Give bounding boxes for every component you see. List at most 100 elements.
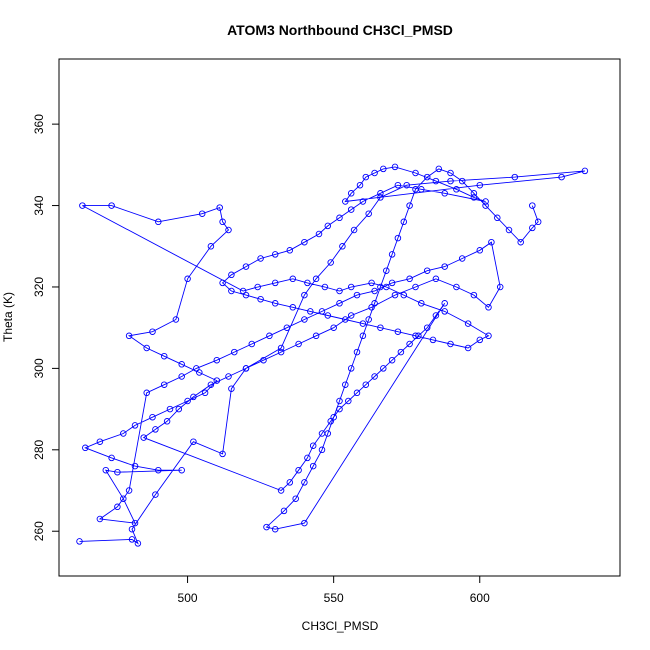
data-point bbox=[441, 190, 448, 197]
data-point bbox=[397, 348, 405, 356]
data-point bbox=[277, 348, 285, 356]
data-point bbox=[330, 413, 337, 421]
data-point bbox=[312, 275, 320, 283]
data-point bbox=[470, 291, 478, 299]
y-tick-label: 300 bbox=[32, 358, 46, 378]
data-point bbox=[260, 356, 267, 364]
data-point bbox=[359, 198, 367, 205]
data-point bbox=[342, 316, 349, 323]
data-point bbox=[505, 226, 513, 234]
data-point bbox=[476, 336, 484, 344]
data-point bbox=[488, 238, 495, 246]
data-point bbox=[134, 540, 142, 547]
data-point bbox=[324, 312, 332, 319]
data-point bbox=[336, 397, 343, 405]
data-point bbox=[476, 181, 484, 189]
data-point bbox=[511, 173, 519, 181]
data-point bbox=[406, 202, 413, 209]
data-point bbox=[155, 466, 162, 474]
data-point bbox=[529, 202, 536, 209]
data-point bbox=[128, 536, 136, 543]
y-tick-label: 340 bbox=[32, 195, 46, 215]
data-point bbox=[359, 332, 367, 340]
data-point bbox=[347, 283, 355, 291]
data-point bbox=[140, 434, 147, 441]
data-point bbox=[383, 267, 390, 274]
data-point bbox=[108, 202, 115, 209]
data-point bbox=[120, 495, 127, 502]
y-tick-label: 280 bbox=[32, 439, 46, 459]
data-point bbox=[485, 332, 492, 340]
data-point bbox=[318, 308, 326, 315]
data-point bbox=[242, 365, 250, 372]
data-point bbox=[324, 430, 332, 437]
y-axis-label: Theta (K) bbox=[1, 292, 15, 342]
data-point bbox=[196, 369, 203, 376]
data-point bbox=[394, 234, 402, 242]
data-point bbox=[339, 243, 346, 250]
data-point bbox=[482, 198, 489, 205]
data-point bbox=[447, 169, 454, 177]
data-point bbox=[114, 503, 121, 511]
data-point bbox=[353, 389, 361, 397]
data-point bbox=[219, 450, 226, 458]
data-point bbox=[353, 348, 361, 356]
data-point bbox=[470, 194, 478, 201]
data-point bbox=[225, 373, 232, 380]
data-point bbox=[432, 312, 440, 319]
data-point bbox=[213, 356, 221, 364]
data-point bbox=[377, 324, 384, 331]
y-axis: 260 280 300 320 340 360 bbox=[32, 114, 60, 541]
data-point bbox=[301, 479, 308, 486]
data-point bbox=[347, 365, 355, 372]
data-point bbox=[388, 279, 396, 287]
data-point bbox=[152, 491, 159, 498]
data-point bbox=[534, 218, 542, 226]
data-point bbox=[418, 300, 425, 307]
data-point bbox=[160, 352, 168, 360]
data-point bbox=[347, 206, 355, 213]
data-point bbox=[391, 163, 399, 171]
y-tick-label: 320 bbox=[32, 277, 46, 297]
data-point bbox=[312, 332, 320, 340]
data-point bbox=[423, 324, 431, 331]
data-point bbox=[432, 177, 440, 185]
data-point bbox=[96, 515, 104, 523]
data-point bbox=[476, 247, 484, 254]
data-point bbox=[301, 519, 308, 527]
data-point bbox=[184, 275, 191, 283]
data-point bbox=[242, 263, 250, 270]
data-point bbox=[485, 304, 492, 311]
data-point bbox=[464, 344, 472, 352]
data-point bbox=[254, 283, 261, 291]
data-point bbox=[429, 336, 437, 344]
data-point bbox=[496, 283, 504, 291]
data-point bbox=[336, 287, 343, 295]
data-point bbox=[327, 259, 334, 266]
data-point bbox=[301, 238, 308, 246]
data-point bbox=[423, 173, 431, 181]
data-point bbox=[178, 466, 185, 474]
data-point bbox=[149, 413, 156, 421]
data-point bbox=[309, 442, 317, 449]
data-point bbox=[286, 247, 294, 254]
data-point bbox=[336, 214, 343, 222]
data-point bbox=[458, 255, 466, 262]
data-point bbox=[283, 324, 291, 331]
data-point bbox=[304, 279, 311, 287]
data-point bbox=[76, 538, 83, 545]
data-point bbox=[219, 218, 226, 226]
data-point bbox=[356, 181, 364, 189]
series-line bbox=[79, 166, 586, 545]
data-point bbox=[377, 190, 384, 197]
data-point bbox=[271, 300, 279, 307]
data-point bbox=[225, 226, 232, 234]
data-point bbox=[327, 418, 334, 425]
data-point bbox=[412, 186, 419, 193]
data-point bbox=[125, 332, 133, 340]
data-point bbox=[213, 377, 221, 384]
data-point bbox=[453, 283, 460, 291]
x-tick-label: 600 bbox=[470, 591, 490, 605]
data-point bbox=[336, 405, 343, 413]
x-tick-label: 550 bbox=[324, 591, 344, 605]
